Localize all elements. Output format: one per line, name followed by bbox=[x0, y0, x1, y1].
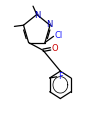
Text: F: F bbox=[58, 72, 63, 81]
Text: N: N bbox=[46, 20, 53, 29]
Text: Cl: Cl bbox=[55, 31, 63, 40]
Text: N: N bbox=[34, 11, 40, 20]
Text: O: O bbox=[52, 44, 58, 53]
